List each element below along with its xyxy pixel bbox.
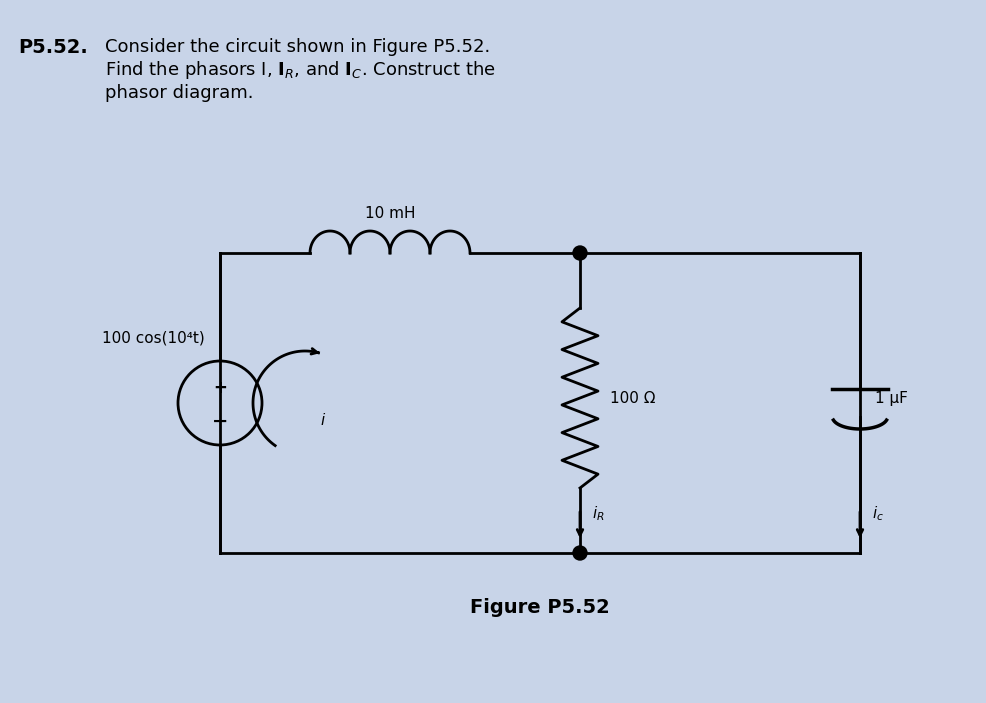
Text: i: i	[319, 413, 324, 428]
Text: $i_R$: $i_R$	[592, 505, 604, 523]
Text: Figure P5.52: Figure P5.52	[469, 598, 609, 617]
Text: 10 mH: 10 mH	[365, 206, 415, 221]
Text: P5.52.: P5.52.	[18, 38, 88, 57]
Text: 1 μF: 1 μF	[875, 390, 907, 406]
Circle shape	[573, 246, 587, 260]
Text: −: −	[212, 411, 228, 430]
Text: Consider the circuit shown in Figure P5.52.
Find the phasors I, $\mathbf{I}_R$, : Consider the circuit shown in Figure P5.…	[105, 38, 495, 102]
Text: 100 cos(10⁴t): 100 cos(10⁴t)	[103, 330, 205, 345]
Text: +: +	[213, 379, 227, 397]
Circle shape	[573, 546, 587, 560]
Text: $i_c$: $i_c$	[871, 505, 883, 523]
Text: 100 Ω: 100 Ω	[609, 390, 655, 406]
